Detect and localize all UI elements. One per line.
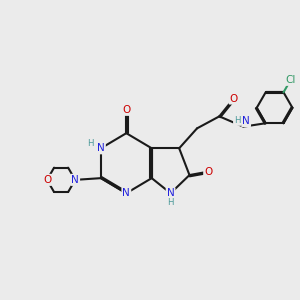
- Text: O: O: [43, 175, 51, 185]
- Text: O: O: [122, 105, 130, 115]
- Text: N: N: [71, 175, 79, 185]
- Text: N: N: [122, 188, 130, 198]
- Text: Cl: Cl: [286, 75, 296, 85]
- Text: H: H: [167, 198, 174, 207]
- Text: O: O: [204, 167, 212, 177]
- Text: H: H: [234, 116, 240, 125]
- Text: O: O: [230, 94, 238, 103]
- Text: N: N: [242, 116, 250, 126]
- Text: N: N: [167, 188, 175, 198]
- Text: N: N: [97, 143, 105, 153]
- Text: H: H: [87, 139, 94, 148]
